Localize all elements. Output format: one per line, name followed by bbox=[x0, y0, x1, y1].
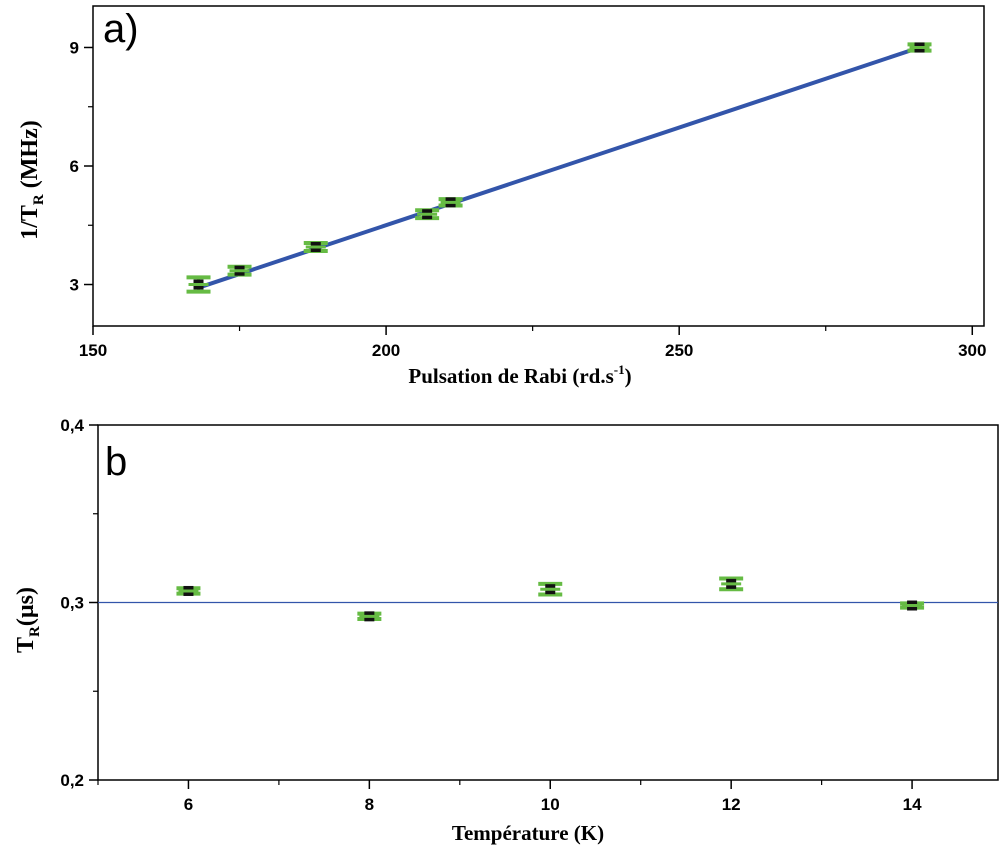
panel-a-x-tick-label: 150 bbox=[79, 341, 107, 360]
panel-a-y-axis-title: 1/TR (MHz) bbox=[17, 120, 47, 240]
data-point bbox=[176, 585, 201, 596]
panel-a-y-tick-label: 6 bbox=[70, 157, 79, 176]
panel-b-x-tick-label: 12 bbox=[722, 795, 741, 814]
panel-b-y-tick-label: 0,4 bbox=[60, 416, 84, 435]
panel-a-y-tick-label: 3 bbox=[70, 276, 79, 295]
panel-b-y-tick-label: 0,3 bbox=[60, 594, 84, 613]
panel-a-x-tick-label: 250 bbox=[665, 341, 693, 360]
panel-b-x-tick-label: 14 bbox=[903, 795, 922, 814]
panel-b-x-tick-label: 6 bbox=[184, 795, 193, 814]
data-point bbox=[415, 208, 440, 221]
data-point bbox=[900, 600, 925, 611]
panel-b-x-axis-title: Température (K) bbox=[452, 821, 604, 845]
panel-a-x-axis-title: Pulsation de Rabi (rd.s-1) bbox=[408, 362, 631, 388]
data-point bbox=[303, 241, 328, 253]
data-point bbox=[719, 576, 744, 592]
panel-b-y-tick-label: 0,2 bbox=[60, 771, 84, 790]
panel-b-y-axis-title: TR(µs) bbox=[13, 587, 43, 653]
panel-b-x-tick-label: 8 bbox=[365, 795, 374, 814]
panel-b-x-tick-label: 10 bbox=[541, 795, 560, 814]
data-point bbox=[907, 42, 932, 53]
data-point bbox=[357, 611, 382, 622]
panel-a-x-tick-label: 200 bbox=[372, 341, 400, 360]
data-point bbox=[186, 275, 211, 294]
data-point bbox=[438, 197, 463, 208]
data-point bbox=[538, 581, 563, 597]
panel-b-label: b bbox=[105, 440, 127, 484]
panel-a-label: a) bbox=[103, 7, 139, 51]
panel-a-y-tick-label: 9 bbox=[70, 38, 79, 57]
panel-a-x-tick-label: 300 bbox=[958, 341, 986, 360]
data-point bbox=[227, 264, 252, 277]
